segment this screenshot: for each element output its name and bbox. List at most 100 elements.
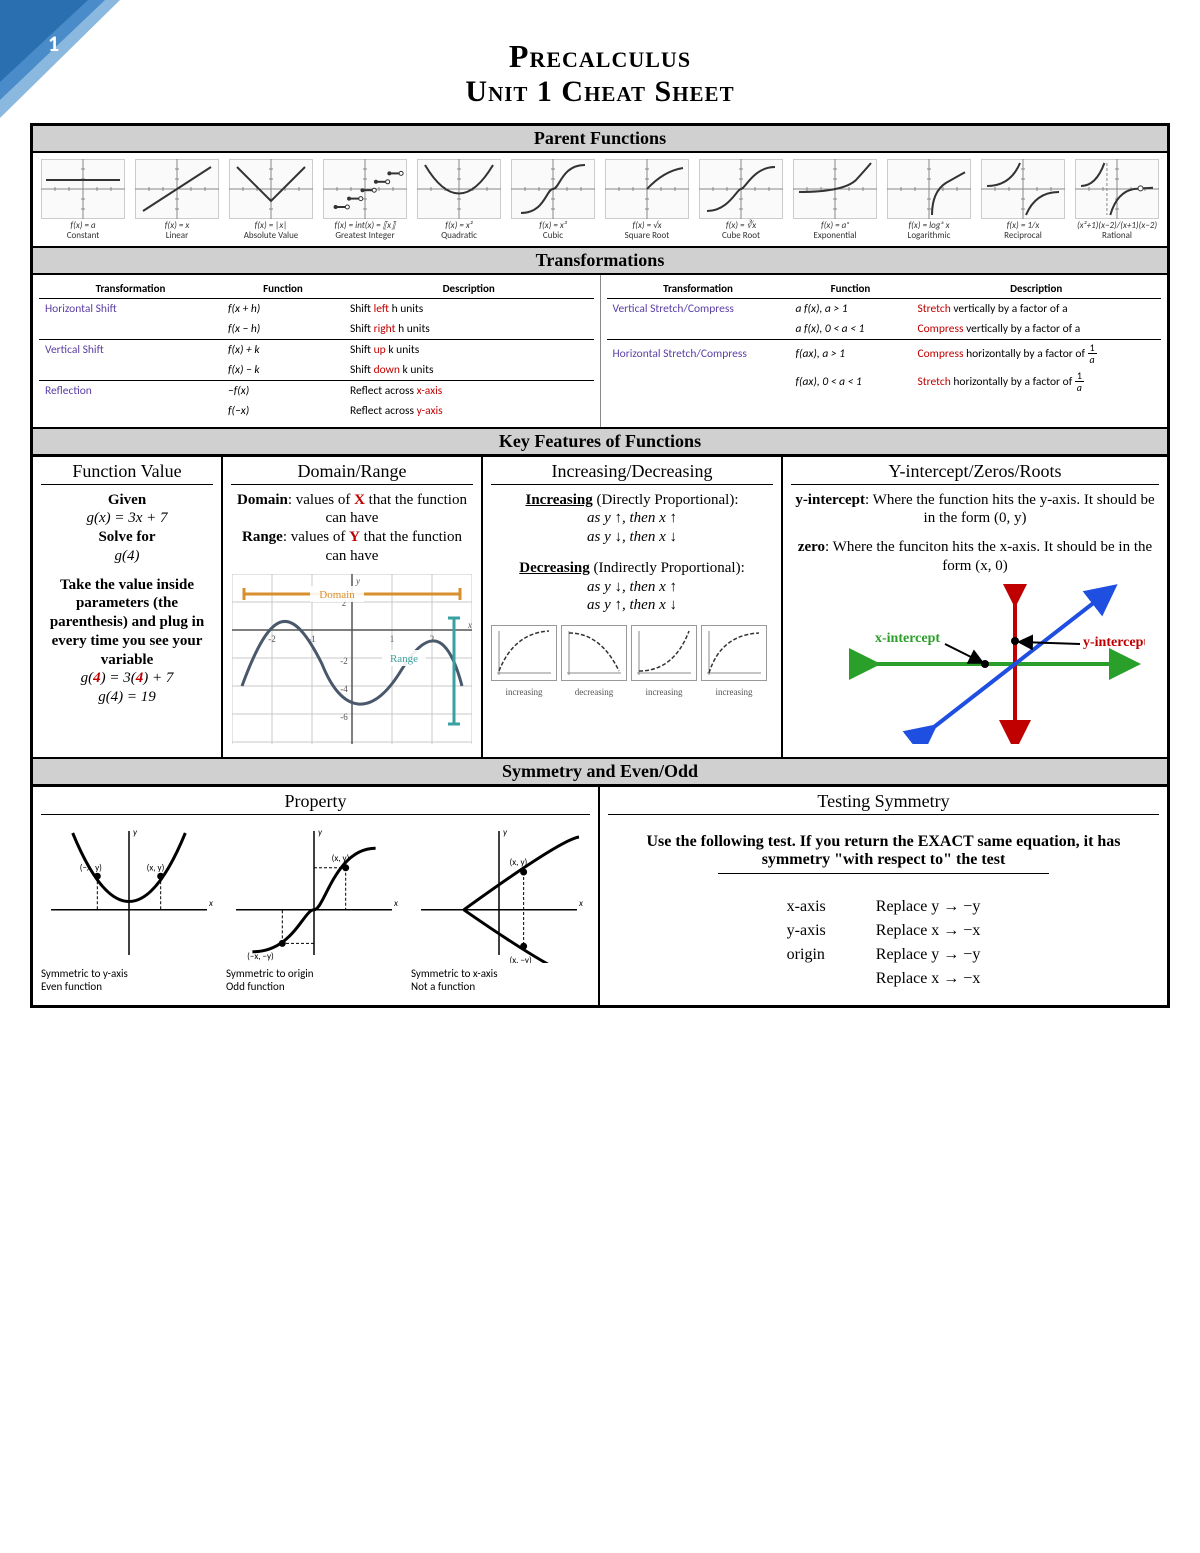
zero-line: zero: Where the funciton hits the x-axis…: [791, 538, 1159, 576]
equation: g(4) = 19: [41, 688, 213, 707]
symmetry-property-item: xy (−x, y) (x, y) Symmetric to y-axisEve…: [41, 823, 220, 993]
label: Given: [41, 491, 213, 510]
parent-function-item: f(x) = √x Square Root: [601, 159, 693, 242]
transform-row: Vertical Stretch/Compress a f(x), a > 1 …: [607, 298, 1162, 319]
rule: as y ↓, then x ↑: [491, 578, 773, 597]
svg-text:x: x: [467, 620, 472, 630]
svg-text:x: x: [393, 898, 398, 909]
rule: as y ↓, then x ↓: [491, 528, 773, 547]
svg-text:-6: -6: [340, 712, 348, 722]
symmetry-tests-table: x-axisReplace y → −yy-axisReplace x → −x…: [761, 894, 1007, 992]
kf-head: Function Value: [41, 461, 213, 485]
th: Function: [222, 279, 344, 299]
kf-head: Increasing/Decreasing: [491, 461, 773, 485]
svg-text:(−x, y): (−x, y): [80, 863, 102, 874]
parent-function-item: f(x) = aˣ Exponential: [789, 159, 881, 242]
symmetry-test-row: x-axisReplace y → −y: [763, 896, 1005, 918]
section-header-parent: Parent Functions: [33, 126, 1167, 153]
decreasing-block: Decreasing (Indirectly Proportional):: [491, 559, 773, 578]
kf-head: Domain/Range: [231, 461, 473, 485]
domain-range-graph: x y -2-1 12 2 -2-4-6: [231, 574, 473, 750]
increasing-block: Increasing (Directly Proportional):: [491, 491, 773, 510]
transform-row: f(ax), 0 < a < 1 Stretch horizontally by…: [607, 368, 1162, 396]
parent-function-item: f(x) = ∛x Cube Root: [695, 159, 787, 242]
transform-row: Horizontal Stretch/Compress f(ax), a > 1…: [607, 339, 1162, 368]
transform-row: Reflection −f(x) Reflect across x-axis: [39, 380, 594, 401]
svg-text:-2: -2: [340, 656, 348, 666]
rule: as y ↑, then x ↓: [491, 596, 773, 615]
transform-table-right: Transformation Function Description Vert…: [607, 279, 1162, 396]
title-line-1: Precalculus: [30, 38, 1170, 75]
svg-text:1: 1: [390, 634, 395, 644]
title-line-2: Unit 1 Cheat Sheet: [30, 75, 1170, 109]
section-header-transforms: Transformations: [33, 246, 1167, 275]
svg-text:-2: -2: [268, 634, 276, 644]
svg-text:(x, y): (x, y): [147, 863, 165, 874]
range-line: Range: values of Y that the function can…: [231, 528, 473, 566]
svg-text:x: x: [208, 898, 213, 909]
transform-table-left: Transformation Function Description Hori…: [39, 279, 594, 421]
svg-text:y: y: [133, 827, 138, 838]
svg-text:x: x: [578, 898, 583, 909]
section-header-symmetry: Symmetry and Even/Odd: [33, 757, 1167, 786]
transform-row: f(x − h) Shift right h units: [39, 319, 594, 340]
transform-row: f(−x) Reflect across y-axis: [39, 401, 594, 421]
transformations-wrap: Transformation Function Description Hori…: [33, 275, 1167, 427]
symmetry-test-row: originReplace y → −y: [763, 944, 1005, 966]
test-intro: Use the following test. If you return th…: [608, 823, 1159, 878]
th: Transformation: [39, 279, 222, 299]
svg-text:y-intercept: y-intercept: [1083, 635, 1145, 650]
transform-row: Horizontal Shift f(x + h) Shift left h u…: [39, 298, 594, 319]
parent-function-item: f(x) = x Linear: [131, 159, 223, 242]
svg-text:y: y: [355, 576, 360, 586]
symmetry-property: Property xy (−x, y) (x, y) Symmetric to …: [33, 787, 600, 1005]
symmetry-test-row: Replace x → −x: [763, 968, 1005, 990]
sym-head: Testing Symmetry: [608, 791, 1159, 815]
th: Transformation: [607, 279, 790, 299]
parent-function-item: f(x) = x³ Cubic: [507, 159, 599, 242]
th: Function: [789, 279, 911, 299]
symmetry-property-item: xy (x, y) (x, −y) Symmetric to x-axisNot…: [411, 823, 590, 993]
mini-graph: increasing: [631, 625, 697, 698]
svg-text:Range: Range: [390, 653, 418, 665]
kf-inc-dec: Increasing/Decreasing Increasing (Direct…: [483, 457, 783, 758]
svg-text:(−x, −y): (−x, −y): [247, 951, 274, 962]
kf-intercepts: Y-intercept/Zeros/Roots y-intercept: Whe…: [783, 457, 1167, 758]
parent-function-item: f(x) = a Constant: [37, 159, 129, 242]
svg-text:(x, −y): (x, −y): [510, 955, 532, 963]
th: Description: [344, 279, 594, 299]
intercept-graph: x-intercept y-intercept: [791, 584, 1159, 750]
domain-line: Domain: values of X that the function ca…: [231, 491, 473, 529]
svg-text:x-intercept: x-intercept: [875, 631, 940, 646]
transform-row: a f(x), 0 < a < 1 Compress vertically by…: [607, 319, 1162, 340]
mini-graph: increasing: [491, 625, 557, 698]
page: 1 Precalculus Unit 1 Cheat Sheet Parent …: [0, 0, 1200, 1208]
section-header-keyfeatures: Key Features of Functions: [33, 427, 1167, 456]
svg-text:-4: -4: [340, 684, 348, 694]
key-features-grid: Function Value Given g(x) = 3x + 7 Solve…: [33, 456, 1167, 758]
svg-text:(x, y): (x, y): [332, 853, 350, 864]
parent-function-item: f(x) = 1/x Reciprocal: [977, 159, 1069, 242]
svg-text:Domain: Domain: [319, 589, 355, 601]
transform-row: f(x) − k Shift down k units: [39, 360, 594, 381]
symmetry-property-item: xy (x, y) (−x, −y) Symmetric to originOd…: [226, 823, 405, 993]
parent-function-item: f(x) = int(x) = ⟦x⟧ Greatest Integer: [319, 159, 411, 242]
mini-graph: decreasing: [561, 625, 627, 698]
sheet-frame: Parent Functions f(x) = a Constant f(x) …: [30, 123, 1170, 1008]
mini-graphs: increasing decreasing increasing increas…: [491, 625, 773, 698]
rule: as y ↑, then x ↑: [491, 509, 773, 528]
svg-text:y: y: [318, 827, 323, 838]
mini-graph: increasing: [701, 625, 767, 698]
label: Solve for: [41, 528, 213, 547]
kf-head: Y-intercept/Zeros/Roots: [791, 461, 1159, 485]
svg-text:(x, y): (x, y): [510, 857, 528, 868]
symmetry-testing: Testing Symmetry Use the following test.…: [600, 787, 1167, 1005]
equation: g(4): [41, 547, 213, 566]
symmetry-test-row: y-axisReplace x → −x: [763, 920, 1005, 942]
yint-line: y-intercept: Where the function hits the…: [791, 491, 1159, 529]
parent-functions-row: f(x) = a Constant f(x) = x Linear f(x) =…: [33, 153, 1167, 246]
parent-function-item: f(x) = |x| Absolute Value: [225, 159, 317, 242]
kf-domain-range: Domain/Range Domain: values of X that th…: [223, 457, 483, 758]
sym-head: Property: [41, 791, 590, 815]
symmetry-grid: Property xy (−x, y) (x, y) Symmetric to …: [33, 786, 1167, 1005]
